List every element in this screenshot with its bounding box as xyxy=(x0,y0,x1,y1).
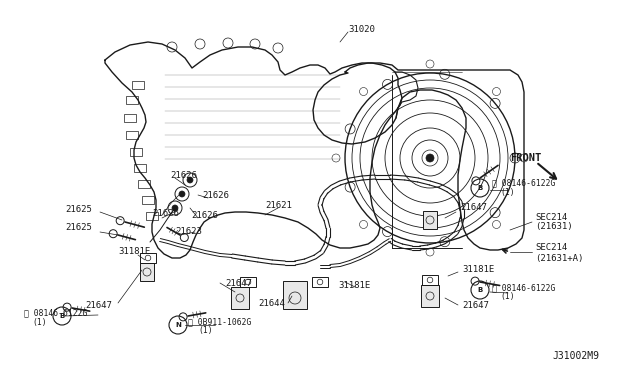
Bar xyxy=(130,148,142,156)
Text: Ⓝ 0B911-1062G: Ⓝ 0B911-1062G xyxy=(188,317,252,327)
Text: 21623: 21623 xyxy=(175,228,202,237)
Circle shape xyxy=(187,177,193,183)
Text: 31020: 31020 xyxy=(348,25,375,33)
Circle shape xyxy=(426,154,434,162)
Text: (21631+A): (21631+A) xyxy=(535,253,584,263)
Text: SEC214: SEC214 xyxy=(535,244,567,253)
Bar xyxy=(422,275,438,285)
Text: B: B xyxy=(477,287,483,293)
Text: SEC214: SEC214 xyxy=(535,214,567,222)
Text: (21631): (21631) xyxy=(535,222,573,231)
Text: 21626: 21626 xyxy=(191,211,218,219)
Bar xyxy=(132,81,144,89)
Bar xyxy=(140,263,154,281)
Text: 21644: 21644 xyxy=(258,298,285,308)
Text: 21625: 21625 xyxy=(65,224,92,232)
Text: 21647: 21647 xyxy=(460,203,487,212)
Text: (1): (1) xyxy=(500,292,515,301)
Text: 31181E: 31181E xyxy=(118,247,150,257)
Bar xyxy=(140,253,156,263)
Bar xyxy=(134,164,146,172)
Text: (1): (1) xyxy=(32,317,47,327)
Text: 21621: 21621 xyxy=(265,201,292,209)
Bar xyxy=(421,285,439,307)
Text: 21625: 21625 xyxy=(65,205,92,215)
Bar xyxy=(142,196,154,204)
Text: 21647: 21647 xyxy=(225,279,252,289)
Circle shape xyxy=(172,205,178,211)
Text: 21647: 21647 xyxy=(462,301,489,310)
Text: Ⓑ 08146-6122G: Ⓑ 08146-6122G xyxy=(492,283,556,292)
Text: N: N xyxy=(175,322,181,328)
Bar xyxy=(283,281,307,309)
Bar xyxy=(312,277,328,287)
Text: 21626: 21626 xyxy=(202,192,229,201)
Text: 21626: 21626 xyxy=(170,171,197,180)
Text: 21626: 21626 xyxy=(152,209,179,218)
Text: Ⓑ 08146-6122G: Ⓑ 08146-6122G xyxy=(492,179,556,187)
Bar xyxy=(240,277,256,287)
Text: (1): (1) xyxy=(500,187,515,196)
Circle shape xyxy=(179,191,185,197)
Bar xyxy=(138,180,150,188)
Bar xyxy=(423,211,437,229)
Text: 31181E: 31181E xyxy=(338,280,371,289)
Text: 21647: 21647 xyxy=(85,301,112,310)
Bar xyxy=(126,96,138,104)
Text: 31181E: 31181E xyxy=(462,266,494,275)
Bar xyxy=(146,212,158,220)
Bar xyxy=(126,131,138,139)
Text: FRONT: FRONT xyxy=(510,153,541,163)
Text: B: B xyxy=(60,313,65,319)
Text: J31002M9: J31002M9 xyxy=(552,351,599,361)
Text: (1): (1) xyxy=(198,327,212,336)
Text: B: B xyxy=(477,185,483,191)
Bar xyxy=(124,114,136,122)
Text: Ⓑ 08146-6122G: Ⓑ 08146-6122G xyxy=(24,308,88,317)
Bar xyxy=(231,287,249,309)
